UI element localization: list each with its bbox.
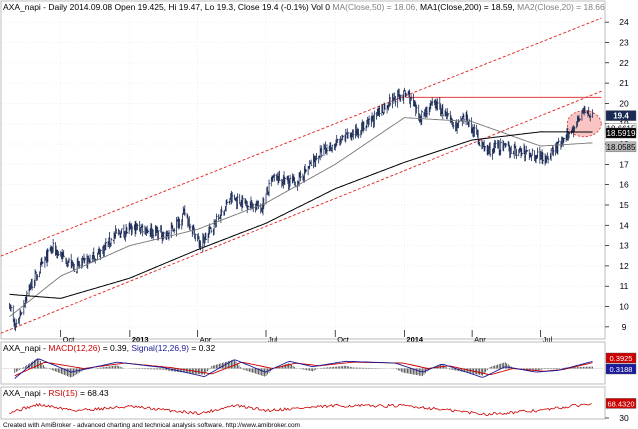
price-y-tick-label: 24: [619, 17, 629, 27]
price-y-tick-label: 11: [620, 281, 629, 291]
price-y-tick-label: 15: [619, 200, 629, 210]
macd-signal-line: [14, 361, 593, 377]
price-x-tick-label: Jul: [543, 335, 553, 344]
rsi-panel-title: AXA_napi - RSI(15) = 68.43: [3, 388, 109, 398]
last-ma50-label-box: [605, 141, 637, 153]
price-y-tick-label: 14: [619, 220, 629, 230]
rsi-y-tick-label: 30: [619, 413, 629, 423]
price-y-tick-label: 13: [619, 241, 629, 251]
macd-panel-title: AXA_napi - MACD(12,26) = 0.39, Signal(12…: [3, 343, 215, 353]
macd-panel-background: [0, 341, 606, 385]
macd-series: [14, 358, 593, 379]
rsi-last-value-labels: 68.4320: [605, 398, 637, 409]
macd-title-sep: -: [41, 343, 49, 353]
price-y-tick-label: 20: [619, 98, 629, 108]
macd-last-label: 0.3925: [610, 354, 633, 363]
macd-panel: 0.3925 0.3188 AXA_napi - MACD(12,26) = 0.…: [0, 341, 637, 385]
rsi-title-sep: -: [41, 388, 49, 398]
price-x-tick-label: Jul: [268, 335, 278, 344]
price-y-tick-label: 10: [619, 302, 629, 312]
last-ma200-label-box: [605, 127, 637, 139]
price-x-tick-label: 2013: [132, 335, 149, 344]
price-x-tick-label: Apr: [474, 335, 486, 344]
price-x-tick-label: 2014: [406, 335, 424, 344]
last-ma50-label: 18.0585: [607, 143, 636, 152]
macd-last-label-box: [605, 352, 637, 364]
price-title-info: - Daily 2014.09.08 Open 19.425, Hi 19.47…: [41, 2, 333, 12]
price-panel-background: [0, 0, 606, 340]
footer-credit: Created with AmiBroker - advanced charti…: [3, 422, 300, 429]
price-x-axis: Oct 2013 Apr Jul Oct 2014 Apr Jul: [60, 330, 553, 344]
price-panel-title: AXA_napi - Daily 2014.09.08 Open 19.425,…: [3, 2, 605, 12]
last-ma200-label: 18.5919: [607, 129, 636, 138]
rsi-line: [9, 402, 592, 417]
price-series: [9, 87, 594, 332]
rsi-title-rsi: RSI(15): [48, 388, 77, 398]
macd-line: [14, 358, 593, 379]
rsi-last-label: 68.4320: [607, 399, 634, 408]
price-y-axis: 9101112131415161718192021222324: [605, 17, 629, 332]
price-x-tick-label: Oct: [337, 335, 350, 344]
macd-title-macd-value: = 0.39,: [100, 343, 131, 353]
price-y-tick-label: 21: [619, 78, 629, 88]
price-title-ma1: MA1(Close,200) = 18.59,: [418, 2, 515, 12]
rsi-grid: 30: [605, 413, 629, 423]
price-y-tick-label: 12: [619, 261, 629, 271]
rsi-title-value: = 68.43: [78, 388, 109, 398]
price-y-tick-label: 23: [619, 37, 629, 47]
rsi-panel: 30 68.4320 AXA_napi - RSI(15) = 68.43: [0, 386, 637, 423]
rsi-last-label-box: [605, 398, 637, 409]
price-title-ma2: MA2(Close,20) = 18.66: [515, 2, 605, 12]
macd-last-value-labels: 0.3925 0.3188: [605, 352, 637, 375]
macd-title-signal-value: = 0.32: [189, 343, 216, 353]
price-title-symbol: AXA_napi: [3, 2, 41, 12]
price-y-tick-label: 17: [619, 159, 629, 169]
price-panel: 9101112131415161718192021222324 Oct2013A…: [0, 0, 637, 344]
macd-title-signal: Signal(12,26,9): [131, 343, 189, 353]
macd-title-symbol: AXA_napi: [3, 343, 41, 353]
ma50-line: [9, 117, 593, 318]
price-x-tick-label: Oct: [63, 335, 76, 344]
last-close-label-box: [605, 110, 637, 121]
rsi-title-symbol: AXA_napi: [3, 388, 41, 398]
price-y-tick-label: 9: [622, 322, 627, 332]
price-y-tick-label: 22: [619, 58, 629, 68]
macd-signal-last-label: 0.3188: [610, 365, 633, 374]
price-x-tick-label: Apr: [200, 335, 212, 344]
price-y-tick-label: 16: [619, 180, 629, 190]
rsi-series: [9, 402, 592, 417]
last-close-label: 19.4: [613, 112, 629, 121]
macd-signal-last-label-box: [605, 363, 637, 375]
ma200-line: [9, 131, 593, 299]
macd-title-macd: MACD(12,26): [48, 343, 100, 353]
trend-channel-line: [0, 17, 602, 257]
price-title-ma50: MA(Close,50) = 18.06,: [332, 2, 417, 12]
